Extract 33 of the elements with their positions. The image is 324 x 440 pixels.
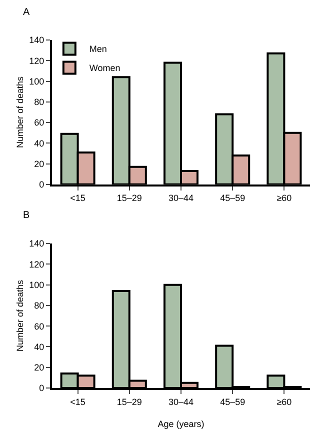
- x-tick-label: 15–29: [116, 396, 142, 407]
- x-tick-label: <15: [70, 193, 86, 204]
- y-tick-label: 140: [29, 35, 44, 46]
- chart-title: A: [23, 7, 30, 18]
- x-axis-title: Age (years): [158, 419, 204, 430]
- y-tick-label: 60: [34, 118, 44, 128]
- y-tick-label: 80: [34, 97, 44, 108]
- legend-label: Women: [89, 63, 120, 74]
- y-axis-title: Number of deaths: [15, 280, 26, 352]
- x-tick-label: 45–59: [220, 193, 246, 204]
- y-tick-label: 60: [34, 321, 44, 332]
- x-tick-label: 30–44: [168, 396, 194, 407]
- x-tick-label: 15–29: [116, 193, 142, 204]
- x-tick-label: <15: [70, 396, 86, 407]
- y-tick-label: 40: [34, 138, 44, 148]
- y-tick-label: 80: [34, 300, 44, 311]
- y-tick-label: 0: [39, 383, 44, 394]
- chart-title: B: [23, 210, 30, 221]
- x-tick-label: 30–44: [168, 193, 194, 204]
- y-tick-label: 100: [29, 76, 44, 86]
- x-tick-label: ≥60: [276, 193, 292, 204]
- y-tick-label: 0: [39, 180, 44, 190]
- y-tick-label: 100: [29, 280, 44, 290]
- x-tick-label: 45–59: [220, 396, 246, 407]
- y-tick-label: 20: [34, 158, 44, 169]
- y-tick-label: 40: [34, 342, 44, 352]
- y-tick-label: 140: [29, 238, 44, 249]
- y-axis-title: Number of deaths: [15, 76, 26, 148]
- legend-label: Men: [89, 44, 107, 54]
- x-tick-label: ≥60: [276, 396, 292, 407]
- y-tick-label: 120: [29, 56, 44, 66]
- y-tick-label: 120: [29, 259, 44, 270]
- y-tick-label: 20: [34, 362, 44, 373]
